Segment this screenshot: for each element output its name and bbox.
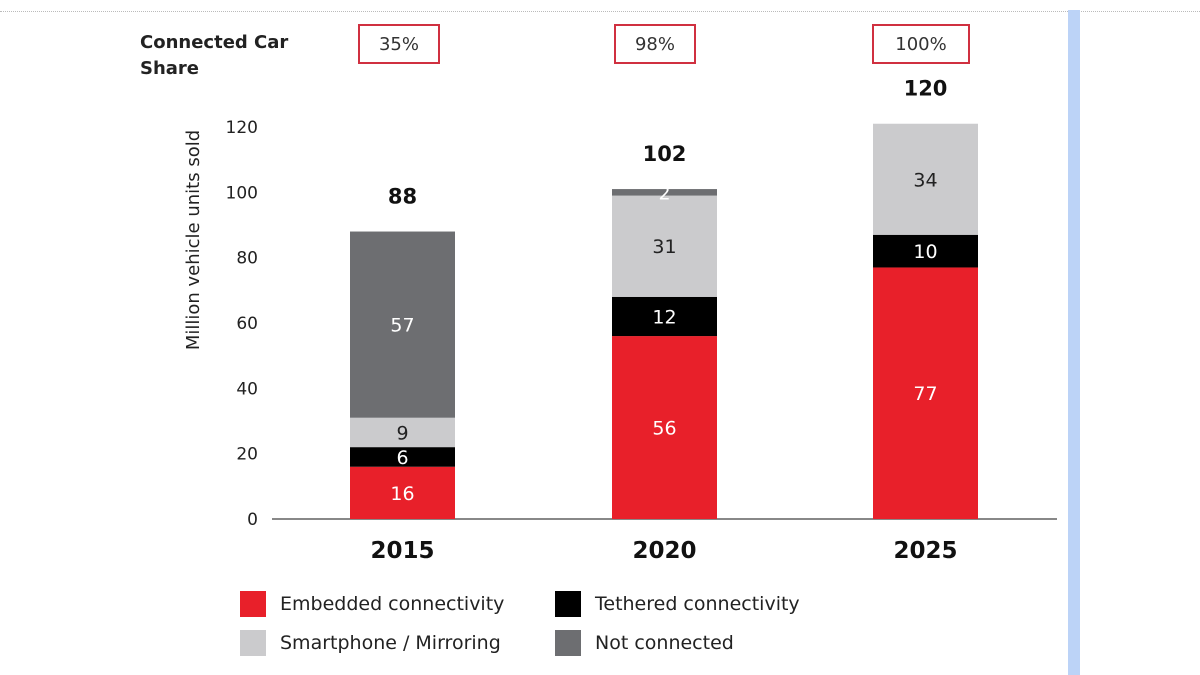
legend-item-smartphone: Smartphone / Mirroring — [240, 630, 501, 656]
y-tick-label: 60 — [236, 314, 258, 334]
bar-value-label: 57 — [390, 315, 414, 337]
bar-value-label: 12 — [652, 306, 676, 328]
bar-value-label: 31 — [652, 236, 676, 258]
bar-segment — [350, 466, 455, 519]
share-box-2025: 100% — [872, 24, 970, 64]
bar-total-label: 102 — [643, 142, 687, 166]
bar-value-label: 56 — [652, 418, 676, 440]
y-tick-label: 20 — [236, 445, 258, 465]
y-tick-label: 120 — [226, 118, 258, 138]
bar-segment — [873, 267, 978, 519]
legend-label: Tethered connectivity — [595, 593, 800, 615]
bar-value-label: 77 — [913, 383, 937, 405]
legend-label: Embedded connectivity — [280, 593, 505, 615]
share-title-line2: Share — [140, 58, 200, 79]
bar-value-label: 16 — [390, 483, 414, 505]
share-box-2020: 98% — [614, 24, 696, 64]
bar-value-label: 10 — [913, 241, 937, 263]
share-title-line1: Connected Car — [140, 32, 289, 53]
legend-swatch — [555, 630, 581, 656]
legend-label: Smartphone / Mirroring — [280, 632, 501, 654]
bar-segment — [612, 189, 717, 196]
bar-total-label: 88 — [388, 185, 417, 209]
x-tick-label: 2020 — [632, 538, 696, 564]
dotted-divider — [0, 11, 1200, 12]
bar-segment — [612, 336, 717, 519]
y-tick-label: 0 — [247, 510, 258, 530]
x-tick-label: 2015 — [370, 538, 434, 564]
legend-item-tethered: Tethered connectivity — [555, 591, 800, 617]
legend-swatch — [240, 630, 266, 656]
share-box-2015: 35% — [358, 24, 440, 64]
bar-total-label: 120 — [904, 77, 948, 101]
bar-value-label: 2 — [658, 182, 670, 204]
bar-segment — [350, 417, 455, 448]
legend-swatch — [240, 591, 266, 617]
y-tick-label: 100 — [226, 183, 258, 203]
bar-value-label: 34 — [913, 169, 937, 191]
share-title: Connected Car Share — [140, 30, 288, 82]
bar-segment — [873, 123, 978, 235]
selection-scrollbar[interactable] — [1068, 10, 1080, 675]
legend-swatch — [555, 591, 581, 617]
bar-segment — [612, 195, 717, 297]
y-tick-label: 80 — [236, 249, 258, 269]
legend-item-not-connected: Not connected — [555, 630, 734, 656]
y-tick-label: 40 — [236, 379, 258, 399]
bar-segment — [350, 447, 455, 467]
bar-segment — [350, 231, 455, 418]
bar-segment — [612, 296, 717, 337]
x-tick-label: 2025 — [893, 538, 957, 564]
legend-item-embedded: Embedded connectivity — [240, 591, 504, 617]
bar-segment — [873, 234, 978, 268]
legend-label: Not connected — [595, 632, 734, 654]
bar-value-label: 6 — [396, 447, 408, 469]
bar-value-label: 9 — [396, 422, 408, 444]
y-axis-label: Million vehicle units sold — [183, 130, 204, 350]
